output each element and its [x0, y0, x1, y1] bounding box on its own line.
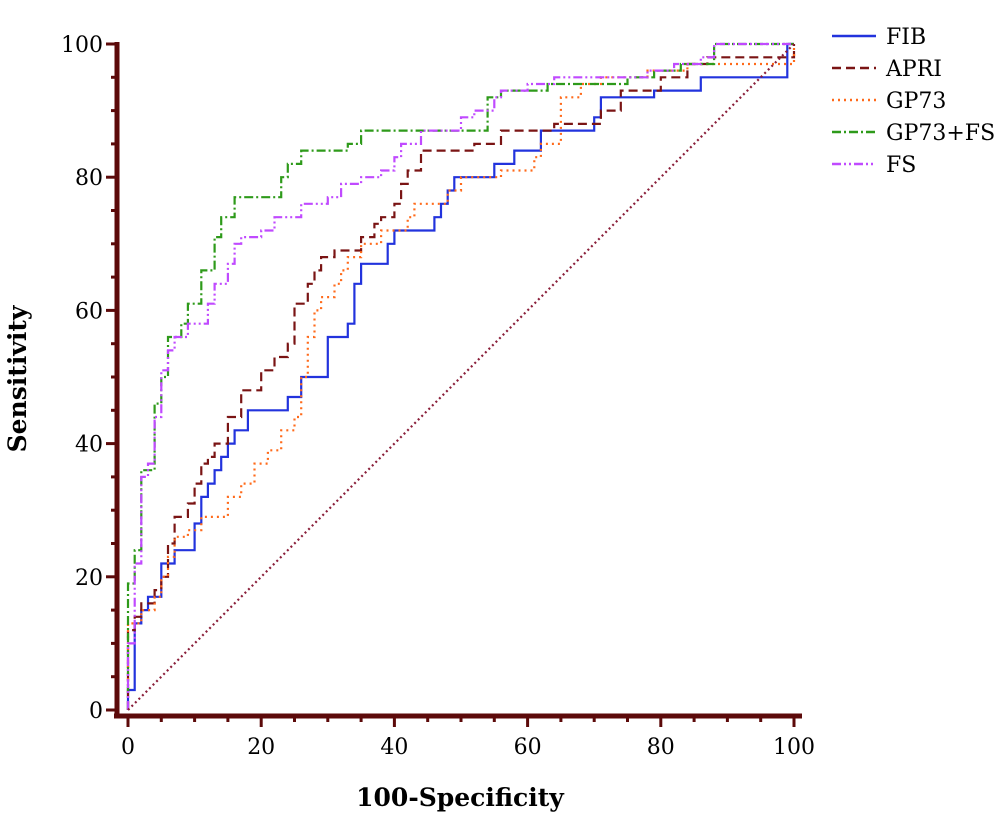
ticks-layer: 0 20 40 60 80 100 0 20 40 60 80 100 [61, 33, 815, 760]
x-tick-label: 100 [773, 735, 815, 760]
legend-label: GP73+FS [886, 121, 995, 146]
series-line-fs [126, 42, 794, 710]
legend-label: GP73 [886, 89, 946, 114]
x-tick-label: 0 [121, 735, 135, 760]
y-tick-label: 40 [75, 433, 103, 458]
series-layer [126, 42, 796, 711]
legend-label: APRI [885, 57, 942, 82]
x-tick-label: 20 [247, 735, 275, 760]
x-axis-title: 100-Specificity [356, 783, 565, 812]
series-line-gp73 [126, 44, 796, 710]
series-line-fib [126, 42, 794, 710]
x-tick-label: 80 [647, 735, 675, 760]
legend-label: FIB [886, 25, 926, 50]
series-line-apri [126, 44, 796, 710]
reference-diagonal-line [127, 43, 795, 711]
x-tick-label: 40 [380, 735, 408, 760]
y-tick-label: 0 [89, 699, 103, 724]
x-tick-label: 60 [514, 735, 542, 760]
legend: FIB APRI GP73 GP73+FS FS [832, 25, 995, 178]
series-line-gp73-fs [126, 42, 794, 710]
y-tick-label: 80 [75, 166, 103, 191]
y-tick-label: 100 [61, 33, 103, 58]
plot-area: 0 20 40 60 80 100 0 20 40 60 80 100 [61, 33, 815, 760]
y-axis-title: Sensitivity [3, 304, 32, 452]
y-tick-label: 60 [75, 299, 103, 324]
y-tick-label: 20 [75, 566, 103, 591]
legend-label: FS [886, 153, 916, 178]
